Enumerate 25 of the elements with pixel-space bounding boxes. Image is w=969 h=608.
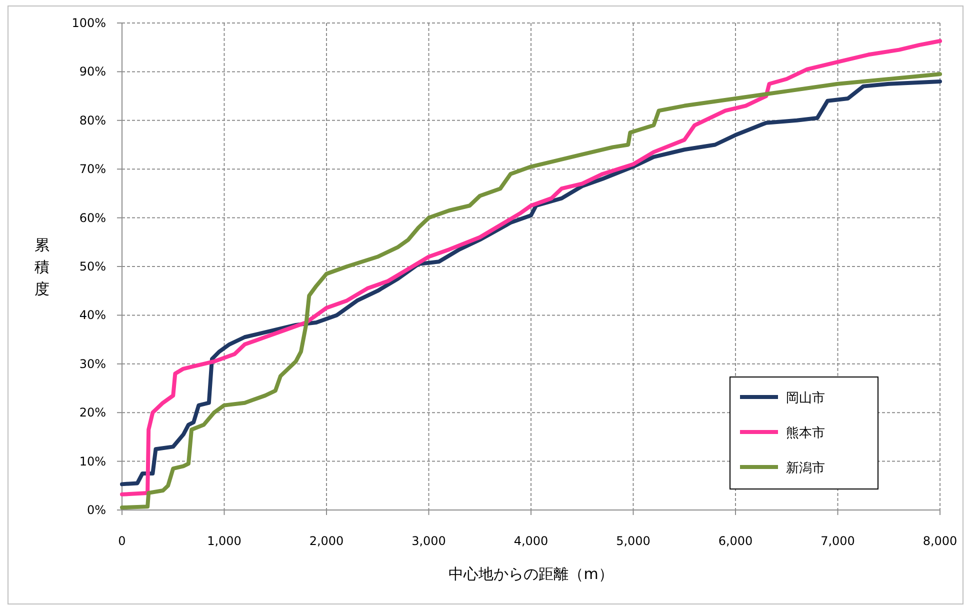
legend-label: 新潟市 (786, 461, 825, 476)
y-tick-label: 20% (79, 406, 106, 420)
y-tick-label: 40% (79, 308, 106, 322)
x-tick-label: 3,000 (412, 534, 446, 548)
y-tick-label: 80% (79, 113, 106, 128)
x-tick-label: 8,000 (922, 534, 958, 548)
y-axis-title: 累積度 (34, 236, 50, 298)
x-tick-label: 2,000 (309, 534, 344, 548)
x-tick-label: 4,000 (514, 534, 548, 548)
x-tick-label: 0 (118, 534, 126, 548)
y-tick-label: 60% (79, 210, 106, 225)
legend-label: 岡山市 (786, 391, 825, 406)
x-axis-title: 中心地からの距離（m） (448, 565, 614, 583)
y-tick-label: 90% (79, 64, 106, 79)
y-tick-label: 0% (86, 503, 106, 517)
x-tick-label: 7,000 (820, 534, 855, 548)
y-tick-label: 50% (79, 260, 106, 274)
x-tick-label: 1,000 (207, 534, 242, 548)
y-tick-label: 100% (72, 16, 106, 30)
y-tick-label: 30% (79, 356, 106, 371)
y-tick-label: 10% (79, 454, 106, 468)
y-tick-label: 70% (79, 162, 106, 176)
legend-label: 熊本市 (786, 426, 825, 441)
x-tick-label: 5,000 (616, 534, 650, 548)
x-tick-label: 6,000 (718, 534, 753, 548)
